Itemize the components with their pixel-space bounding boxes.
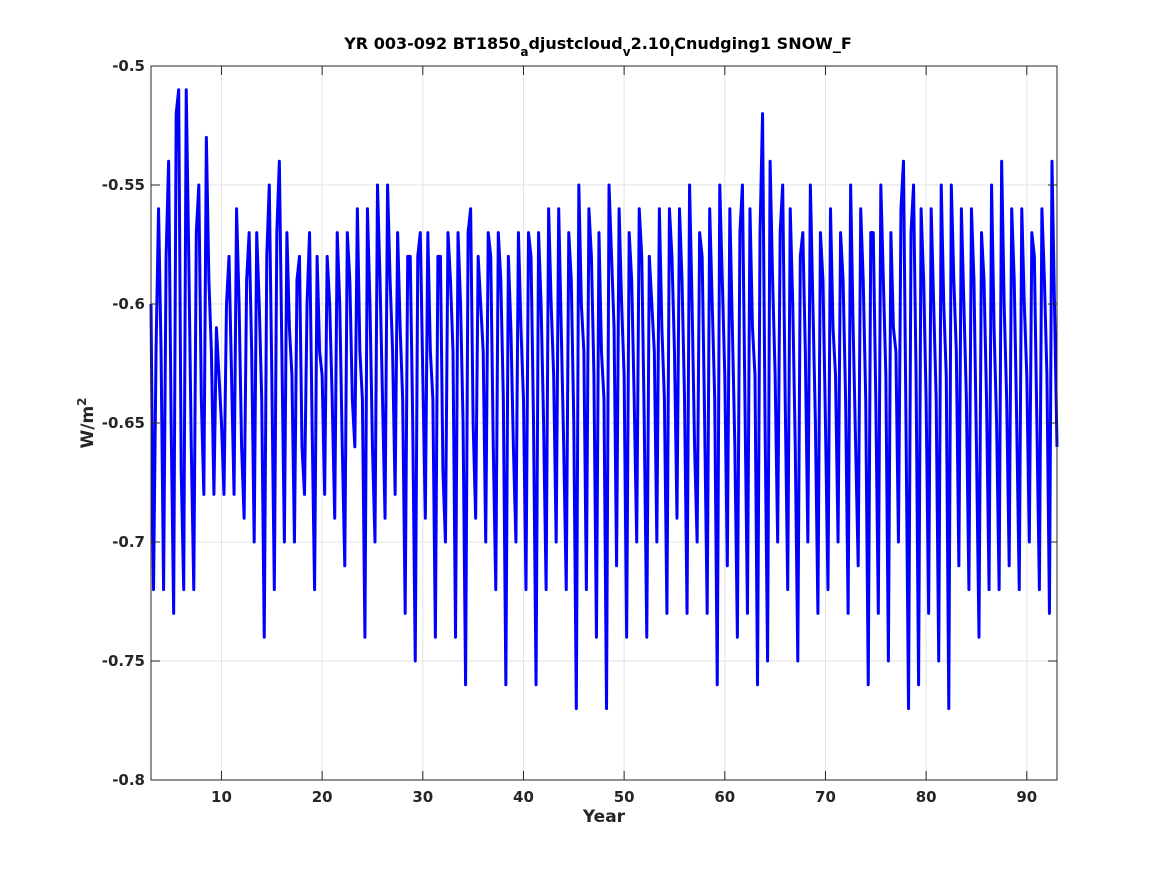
x-tick-label: 50: [614, 788, 635, 806]
y-tick-label: -0.6: [112, 295, 145, 313]
x-tick-label: 40: [513, 788, 534, 806]
y-tick-label: -0.8: [112, 771, 145, 789]
x-tick-label: 20: [312, 788, 333, 806]
y-axis-ticks: -0.8 -0.75 -0.7 -0.65 -0.6 -0.55 -0.5: [102, 57, 1057, 789]
series-layer: [149, 88, 1059, 711]
x-axis-label: Year: [582, 807, 626, 827]
series-line-0: [149, 88, 1059, 711]
x-tick-label: 10: [211, 788, 232, 806]
y-tick-label: -0.7: [112, 533, 145, 551]
x-tick-label: 30: [412, 788, 433, 806]
y-tick-label: -0.75: [102, 652, 145, 670]
x-tick-label: 70: [815, 788, 836, 806]
chart-title: YR 003-092 BT1850adjustcloudv2.10lCnudgi…: [343, 34, 852, 59]
x-tick-label: 60: [714, 788, 735, 806]
x-tick-label: 90: [1016, 788, 1037, 806]
y-axis-label: W/m2: [75, 397, 98, 448]
y-tick-label: -0.55: [102, 176, 145, 194]
y-tick-label: -0.65: [102, 414, 145, 432]
x-axis-ticks: 10 20 30 40 50 60 70 80 90: [211, 66, 1037, 806]
y-tick-label: -0.5: [112, 57, 145, 75]
x-tick-label: 80: [916, 788, 937, 806]
